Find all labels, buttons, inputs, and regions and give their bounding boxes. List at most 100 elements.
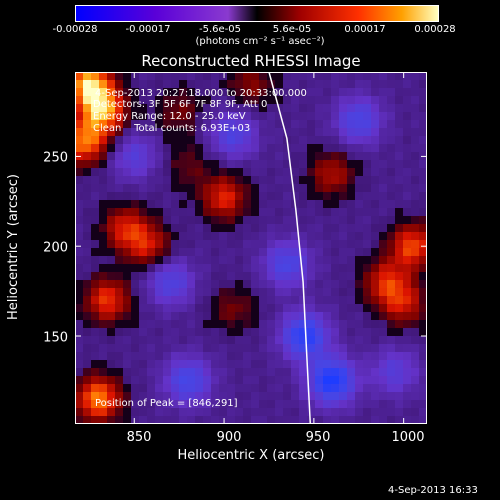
heatmap-plot — [75, 72, 427, 424]
heatmap-cell — [371, 296, 380, 305]
heatmap-cell — [339, 152, 348, 161]
heatmap-cell — [331, 232, 340, 241]
heatmap-cell — [171, 304, 180, 313]
heatmap-cell — [283, 376, 292, 385]
heatmap-cell — [123, 376, 132, 385]
heatmap-cell — [275, 392, 284, 401]
heatmap-cell — [131, 344, 140, 353]
heatmap-cell — [347, 112, 356, 121]
heatmap-cell — [323, 392, 332, 401]
heatmap-cell — [139, 248, 148, 257]
heatmap-cell — [395, 160, 404, 169]
heatmap-cell — [147, 248, 156, 257]
heatmap-cell — [179, 232, 188, 241]
heatmap-cell — [403, 304, 412, 313]
heatmap-cell — [307, 352, 316, 361]
heatmap-cell — [123, 216, 132, 225]
heatmap-cell — [163, 224, 172, 233]
heatmap-cell — [227, 72, 236, 81]
heatmap-cell — [331, 336, 340, 345]
heatmap-cell — [147, 200, 156, 209]
heatmap-cell — [411, 376, 420, 385]
heatmap-cell — [411, 112, 420, 121]
heatmap-cell — [171, 376, 180, 385]
heatmap-cell — [195, 368, 204, 377]
heatmap-cell — [147, 232, 156, 241]
heatmap-cell — [123, 304, 132, 313]
heatmap-cell — [91, 256, 100, 265]
heatmap-cell — [163, 120, 172, 129]
heatmap-cell — [123, 328, 132, 337]
heatmap-cell — [419, 400, 427, 409]
heatmap-cell — [347, 328, 356, 337]
heatmap-cell — [267, 136, 276, 145]
heatmap-cell — [211, 304, 220, 313]
heatmap-cell — [83, 88, 92, 97]
heatmap-cell — [403, 128, 412, 137]
heatmap-cell — [163, 272, 172, 281]
heatmap-cell — [211, 160, 220, 169]
heatmap-cell — [155, 200, 164, 209]
heatmap-cell — [339, 72, 348, 81]
heatmap-cell — [379, 328, 388, 337]
annotation-energy-range: Energy Range: 12.0 - 25.0 keV — [93, 111, 246, 122]
heatmap-cell — [187, 416, 196, 424]
heatmap-cell — [75, 360, 84, 369]
heatmap-cell — [211, 320, 220, 329]
heatmap-cell — [259, 280, 268, 289]
heatmap-cell — [299, 296, 308, 305]
heatmap-cell — [203, 104, 212, 113]
heatmap-cell — [259, 88, 268, 97]
heatmap-cell — [219, 136, 228, 145]
heatmap-cell — [99, 192, 108, 201]
heatmap-cell — [107, 168, 116, 177]
heatmap-cell — [187, 240, 196, 249]
heatmap-cell — [171, 392, 180, 401]
heatmap-cell — [107, 368, 116, 377]
heatmap-cell — [187, 360, 196, 369]
heatmap-cell — [379, 384, 388, 393]
heatmap-cell — [419, 256, 427, 265]
heatmap-cell — [347, 184, 356, 193]
heatmap-cell — [275, 272, 284, 281]
heatmap-cell — [115, 152, 124, 161]
heatmap-cell — [323, 328, 332, 337]
heatmap-cell — [299, 320, 308, 329]
heatmap-cell — [155, 240, 164, 249]
heatmap-cell — [307, 160, 316, 169]
heatmap-cell — [115, 224, 124, 233]
heatmap-cell — [195, 176, 204, 185]
heatmap-cell — [203, 232, 212, 241]
heatmap-cell — [395, 416, 404, 424]
heatmap-cell — [315, 224, 324, 233]
heatmap-cell — [307, 192, 316, 201]
heatmap-cell — [275, 96, 284, 105]
heatmap-cell — [139, 80, 148, 89]
heatmap-cell — [363, 256, 372, 265]
heatmap-cell — [83, 328, 92, 337]
heatmap-cell — [323, 360, 332, 369]
heatmap-cell — [115, 168, 124, 177]
heatmap-cell — [211, 144, 220, 153]
heatmap-cell — [371, 304, 380, 313]
heatmap-cell — [99, 232, 108, 241]
heatmap-cell — [339, 80, 348, 89]
heatmap-cell — [403, 400, 412, 409]
heatmap-cell — [299, 248, 308, 257]
heatmap-cell — [171, 280, 180, 289]
heatmap-cell — [339, 112, 348, 121]
heatmap-cell — [147, 384, 156, 393]
heatmap-cell — [419, 208, 427, 217]
heatmap-cell — [371, 344, 380, 353]
heatmap-cell — [315, 88, 324, 97]
heatmap-cell — [339, 272, 348, 281]
heatmap-cell — [259, 216, 268, 225]
heatmap-cell — [219, 400, 228, 409]
heatmap-cell — [123, 360, 132, 369]
heatmap-cell — [115, 136, 124, 145]
annotation-detectors: Detectors: 3F 5F 6F 7F 8F 9F, Att 0 — [93, 99, 268, 110]
heatmap-cell — [163, 160, 172, 169]
heatmap-cell — [315, 336, 324, 345]
heatmap-cell — [395, 216, 404, 225]
heatmap-cell — [267, 120, 276, 129]
